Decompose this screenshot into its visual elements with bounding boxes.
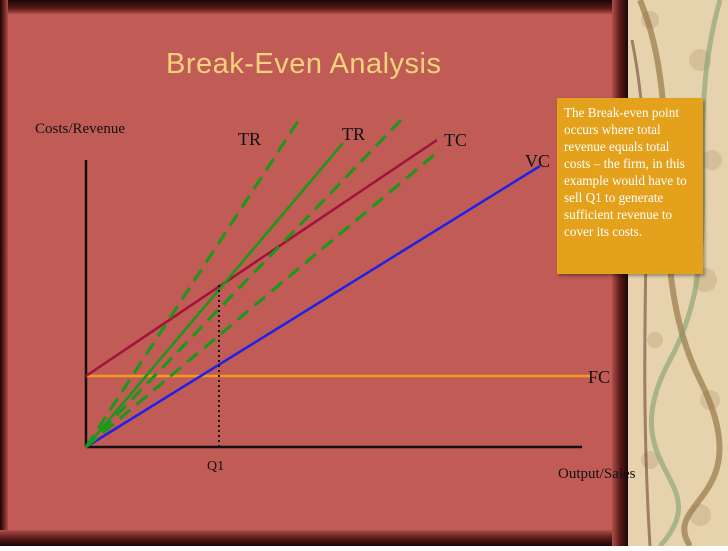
tc-label: TC [444, 130, 467, 150]
q1-label: Q1 [207, 459, 224, 474]
vc-line [85, 164, 541, 449]
slide-title: Break-Even Analysis [166, 48, 442, 80]
tc-line [85, 138, 438, 378]
tr-dashed-line-steep [84, 114, 304, 448]
top-border-strip [0, 0, 640, 14]
tr-dashed-line-mid [84, 116, 405, 449]
break-even-callout: The Break-even point occurs where total … [557, 98, 703, 274]
bottom-border-strip [0, 530, 640, 546]
tr-solid-line [85, 142, 344, 448]
x-axis-label: Output/Sales [558, 466, 636, 482]
decor-flower [702, 150, 722, 170]
decor-flower [647, 332, 663, 348]
fc-label: FC [588, 367, 610, 387]
tr-dashed-line-shallow [85, 148, 441, 449]
tr-label-left: TR [238, 129, 261, 149]
tr-lines [84, 114, 441, 449]
left-border-strip [0, 0, 8, 546]
vc-label: VC [525, 151, 550, 171]
y-axis-label: Costs/Revenue [35, 121, 125, 137]
tr-label-right: TR [342, 124, 365, 144]
